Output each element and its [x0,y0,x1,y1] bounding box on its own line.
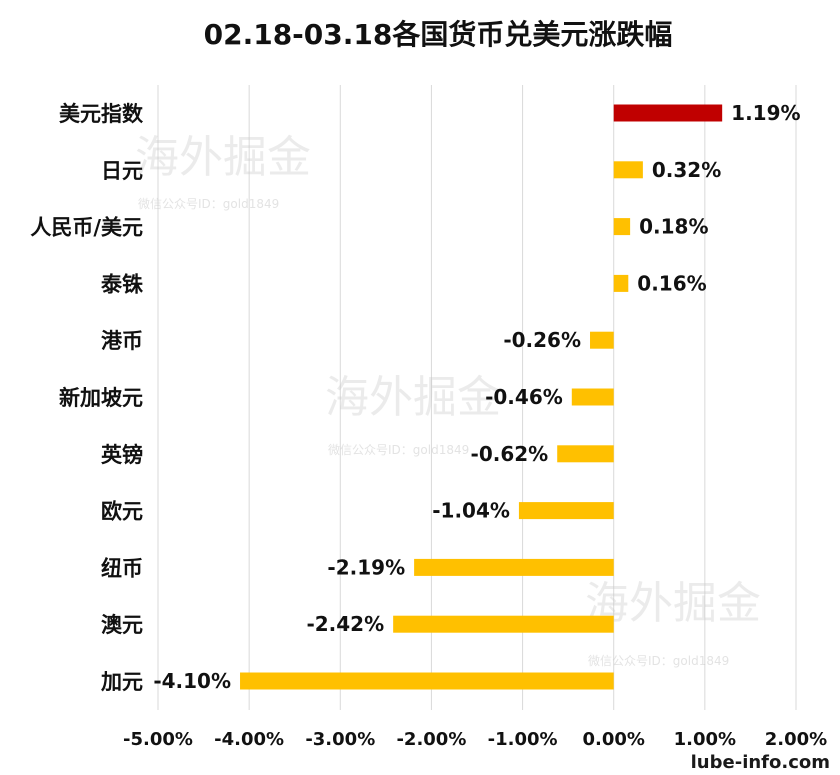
data-label: 0.16% [637,271,706,295]
footer-background [640,748,840,775]
data-label: -2.42% [306,612,384,636]
category-label: 加元 [100,670,143,694]
data-label: -2.19% [327,555,405,579]
bar [571,388,614,406]
watermark-subtext: 微信公众号ID：gold1849 [328,443,469,457]
bar [518,502,614,520]
bar [240,672,614,690]
category-label: 人民币/美元 [30,216,143,240]
data-label: -1.04% [432,499,510,523]
data-label: -0.46% [485,385,563,409]
bar [557,445,614,463]
data-label: -0.62% [471,442,549,466]
x-tick-label: -5.00% [123,729,193,750]
data-label: 0.32% [652,158,721,182]
bars [240,104,723,690]
watermark-text: 海外掘金 [135,132,311,183]
chart-title: 02.18-03.18各国货币兑美元涨跌幅 [204,18,673,51]
bar [613,218,631,236]
category-label: 泰铢 [100,272,144,296]
watermark-subtext: 微信公众号ID：gold1849 [138,197,279,211]
bar [613,104,723,122]
bar [590,331,614,349]
watermark-text: 海外掘金 [325,372,501,423]
bar [613,274,629,292]
watermark-text: 海外掘金 [585,578,761,629]
category-label: 澳元 [101,613,143,637]
x-tick-label: 0.00% [582,729,644,750]
data-label: -4.10% [153,669,231,693]
x-tick-label: 2.00% [765,729,827,750]
x-tick-label: -2.00% [396,729,466,750]
category-label: 纽币 [101,556,143,580]
watermark-group: 海外掘金 微信公众号ID：gold1849 海外掘金 微信公众号ID：gold1… [135,132,761,668]
x-tick-label: -4.00% [214,729,284,750]
data-label: 1.19% [731,101,800,125]
x-tick-label: -1.00% [488,729,558,750]
bar [393,615,614,633]
category-label: 港币 [101,329,143,353]
footer-site-label: lube-info.com [691,752,830,773]
category-label: 欧元 [101,500,143,524]
category-label: 美元指数 [59,102,144,126]
x-tick-label: -3.00% [305,729,375,750]
bar [414,558,614,576]
watermark-subtext: 微信公众号ID：gold1849 [588,654,729,668]
category-label: 日元 [101,159,143,183]
bar [613,161,643,179]
data-label: -0.26% [503,328,581,352]
category-label: 英镑 [101,443,143,467]
value-labels: 1.19% 0.32% 0.18% 0.16% -0.26% -0.46% -0.62% -1… [153,101,800,693]
category-label: 新加坡元 [59,386,143,410]
data-label: 0.18% [639,215,708,239]
x-axis-ticks: -5.00% -4.00% -3.00% -2.00% -1.00% 0.00% 1.00%… [123,729,827,750]
x-tick-label: 1.00% [674,729,736,750]
